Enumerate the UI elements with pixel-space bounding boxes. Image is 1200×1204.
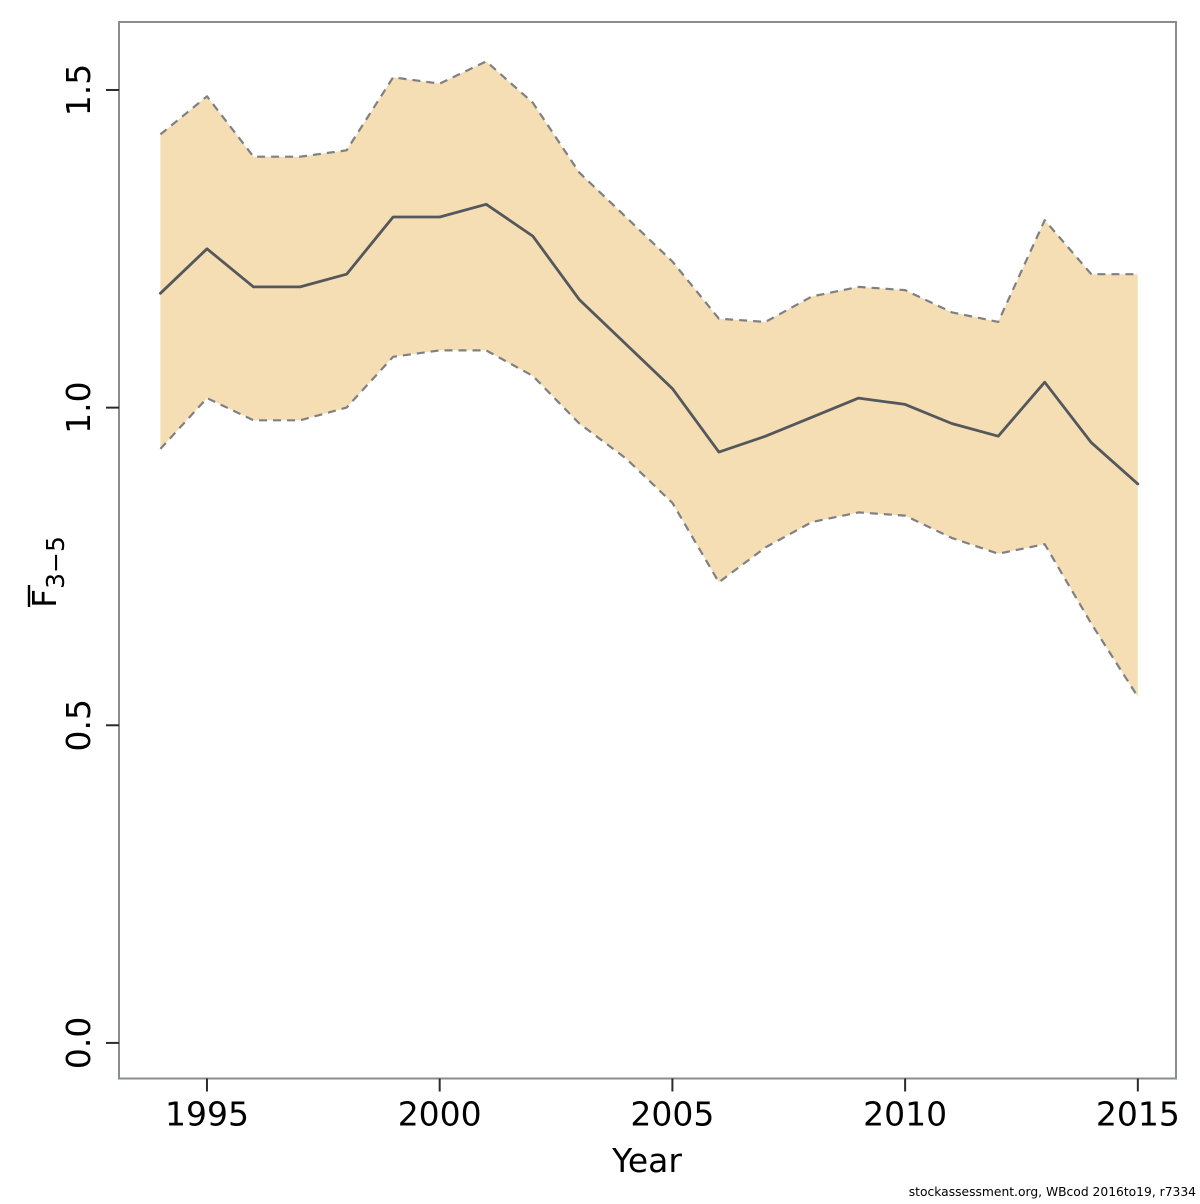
x-tick-label: 2015 bbox=[1096, 1095, 1180, 1134]
x-tick-label: 2000 bbox=[398, 1095, 482, 1134]
x-tick-label: 2010 bbox=[863, 1095, 947, 1134]
y-axis-title-subscript: 3−5 bbox=[41, 536, 70, 589]
estimate-line-layer bbox=[159, 202, 1140, 486]
y-tick-label: 1.5 bbox=[59, 64, 98, 116]
y-axis-title-symbol: F bbox=[25, 589, 64, 608]
y-tick-label: 0.5 bbox=[59, 699, 98, 751]
svg-text:F3−5: F3−5 bbox=[25, 536, 70, 608]
x-axis-title: Year bbox=[611, 1141, 682, 1180]
x-tick-label: 1995 bbox=[165, 1095, 249, 1134]
y-axis-title: F3−5 bbox=[25, 536, 70, 608]
x-axis: 1995 2000 2005 2010 2015 bbox=[165, 1078, 1180, 1134]
y-axis: 0.0 0.5 1.0 1.5 bbox=[59, 64, 119, 1069]
y-tick-label: 0.0 bbox=[59, 1017, 98, 1069]
x-tick-label: 2005 bbox=[630, 1095, 714, 1134]
y-tick-label: 1.0 bbox=[59, 381, 98, 433]
plot-border bbox=[118, 21, 1177, 1080]
credit-text: stockassessment.org, WBcod 2016to19, r73… bbox=[909, 1185, 1196, 1199]
confidence-band-layer bbox=[159, 60, 1139, 698]
estimate-line bbox=[159, 202, 1140, 486]
confidence-band bbox=[160, 61, 1138, 697]
